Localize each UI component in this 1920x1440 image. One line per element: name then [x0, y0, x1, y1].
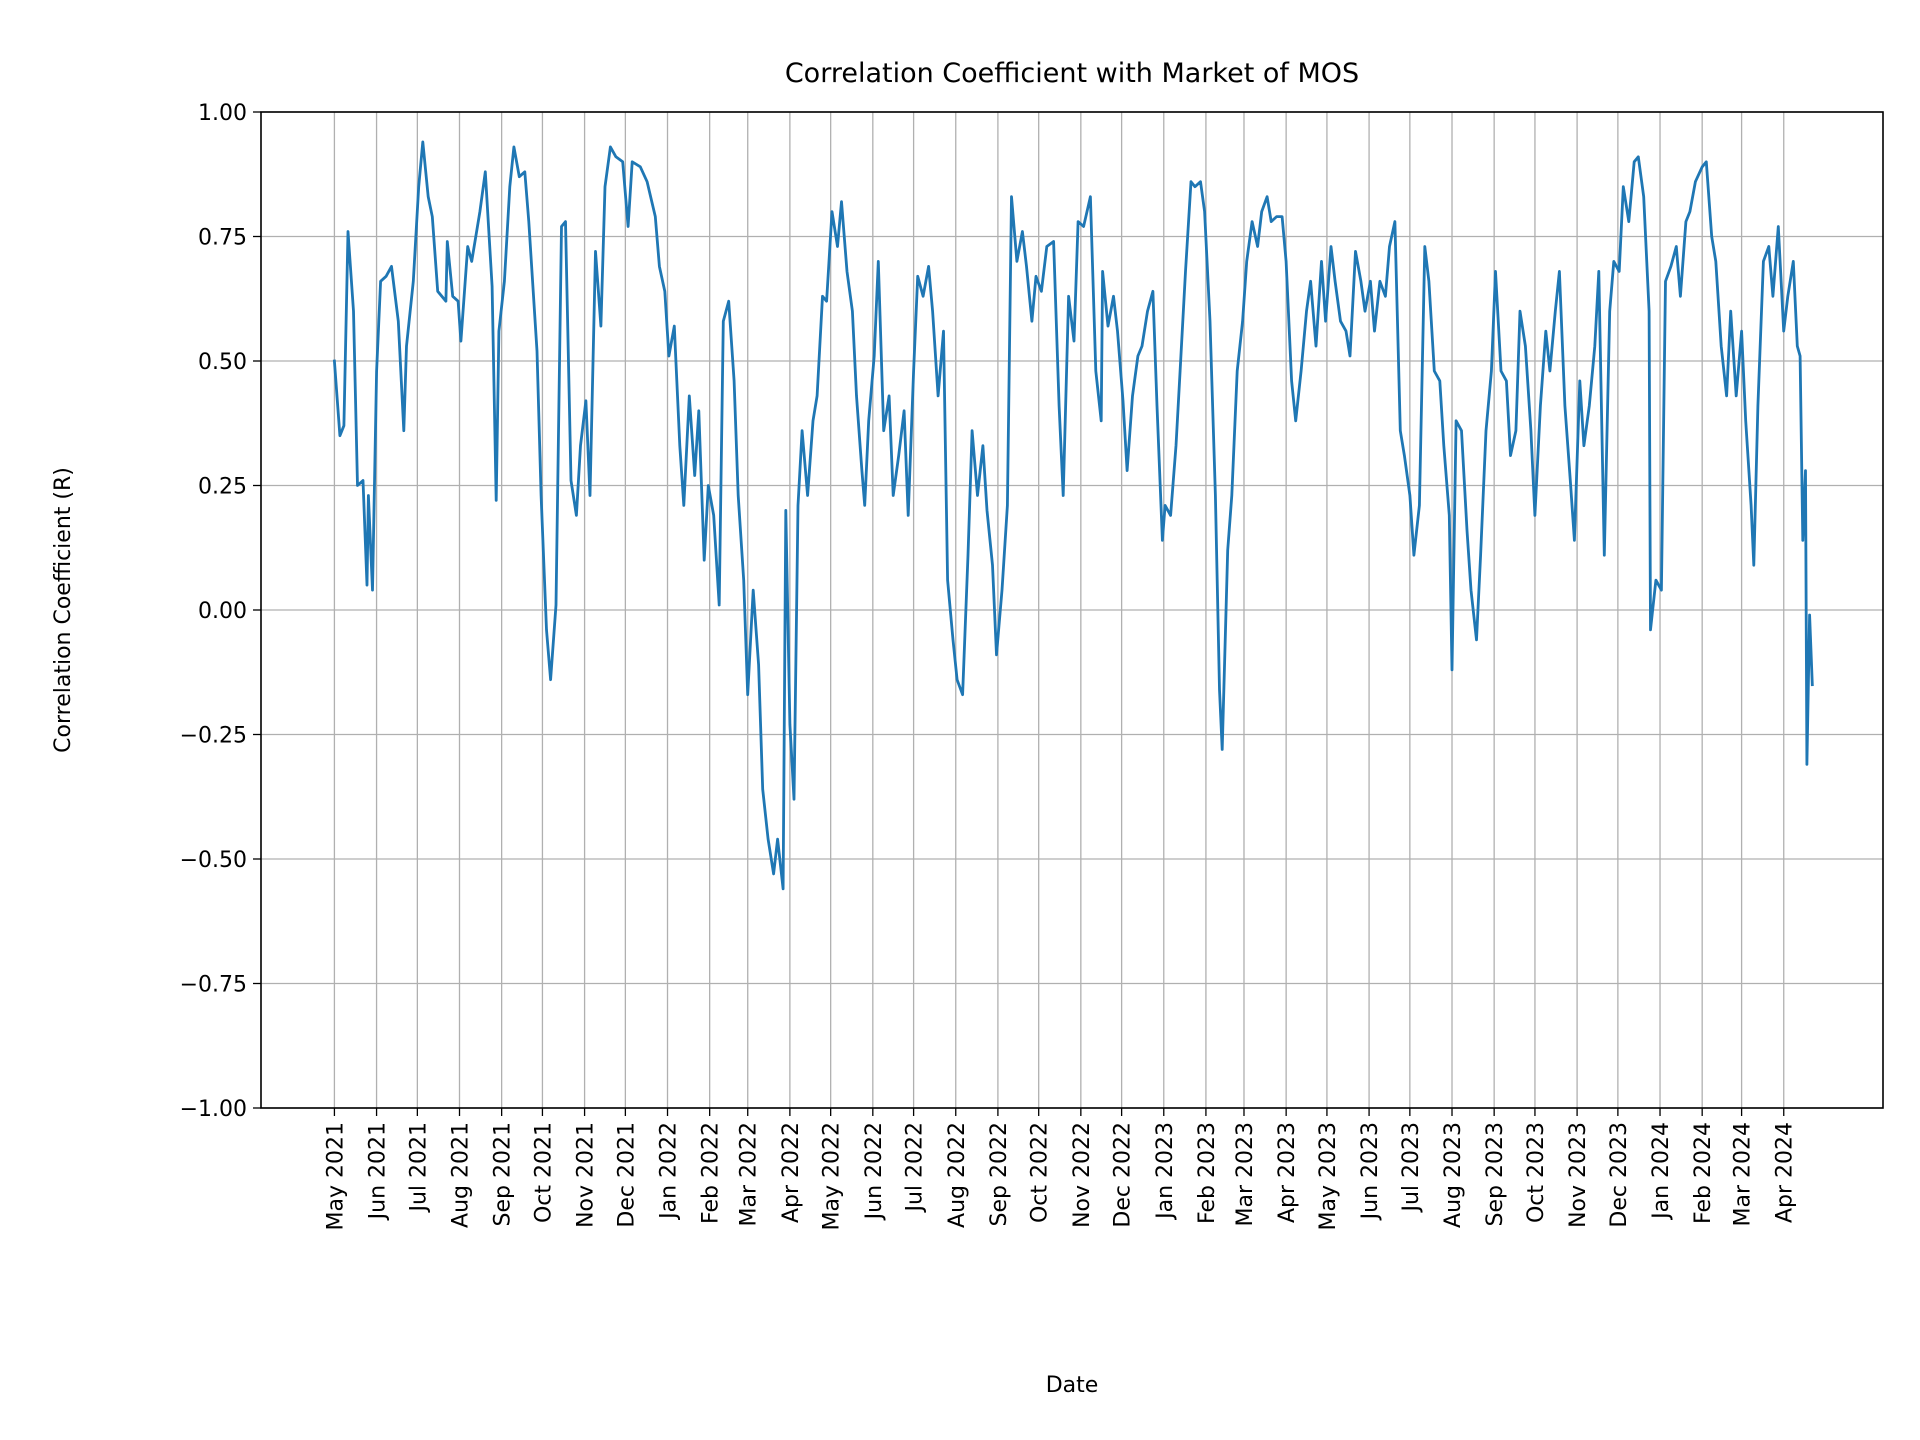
x-tick-label: Jan 2024: [1649, 1122, 1674, 1221]
x-axis-label: Date: [1046, 1373, 1099, 1398]
x-tick-label: Feb 2022: [699, 1122, 724, 1224]
x-tick-label: Apr 2022: [779, 1122, 804, 1223]
x-tick-label: Dec 2022: [1111, 1122, 1136, 1228]
x-tick-label: Aug 2022: [945, 1122, 970, 1228]
x-tick-label: Jun 2022: [862, 1122, 887, 1221]
x-tick-label: Nov 2021: [574, 1122, 599, 1228]
x-tick-label: May 2022: [820, 1122, 845, 1230]
x-tick-label: May 2021: [323, 1122, 348, 1230]
x-tick-label: Mar 2024: [1731, 1122, 1756, 1227]
x-axis-ticks: May 2021 Jun 2021 Jul 2021 Aug 2021 Sep 2021…: [323, 1108, 1798, 1230]
x-tick-label: Nov 2023: [1566, 1122, 1591, 1228]
x-tick-label: Jan 2022: [657, 1122, 682, 1221]
y-axis-label: Correlation Coefficient (R): [51, 467, 76, 753]
y-tick-label: −0.75: [180, 973, 247, 998]
x-tick-label: Sep 2023: [1483, 1122, 1508, 1226]
x-tick-label: Nov 2022: [1070, 1122, 1095, 1228]
y-tick-label: 1.00: [198, 101, 247, 126]
y-tick-label: 0.50: [198, 350, 247, 375]
x-tick-label: Jul 2022: [903, 1122, 928, 1214]
x-tick-label: Jul 2021: [406, 1122, 431, 1214]
y-tick-label: −0.50: [180, 848, 247, 873]
series-group: [332, 140, 1814, 891]
x-tick-label: Apr 2024: [1773, 1122, 1798, 1223]
x-tick-label: Sep 2021: [491, 1122, 516, 1226]
x-tick-label: Apr 2023: [1275, 1122, 1300, 1223]
correlation-series-line: [332, 140, 1814, 891]
y-tick-label: 0.75: [198, 226, 247, 251]
x-tick-label: Jun 2021: [366, 1122, 391, 1221]
x-tick-label: Jun 2023: [1358, 1122, 1383, 1221]
x-tick-label: Feb 2023: [1195, 1122, 1220, 1224]
x-tick-label: Oct 2023: [1524, 1122, 1549, 1223]
x-tick-label: Dec 2023: [1607, 1122, 1632, 1228]
chart-title: Correlation Coefficient with Market of M…: [785, 58, 1359, 89]
x-tick-label: Aug 2023: [1441, 1122, 1466, 1228]
x-tick-label: Jan 2023: [1153, 1122, 1178, 1221]
x-tick-label: Oct 2021: [531, 1122, 556, 1223]
x-tick-label: Jul 2023: [1399, 1122, 1424, 1214]
x-tick-label: Oct 2022: [1028, 1122, 1053, 1223]
x-tick-label: Dec 2021: [614, 1122, 639, 1228]
x-tick-label: Aug 2021: [449, 1122, 474, 1228]
y-tick-label: 0.00: [198, 599, 247, 624]
x-tick-label: Mar 2022: [737, 1122, 762, 1227]
x-tick-label: Mar 2023: [1233, 1122, 1258, 1227]
y-tick-label: −0.25: [180, 724, 247, 749]
x-tick-label: Sep 2022: [987, 1122, 1012, 1226]
y-axis-ticks: −1.00 −0.75 −0.50 −0.25 0.00 0.25 0.50 0.75 1.00: [180, 101, 261, 1122]
y-tick-label: −1.00: [180, 1097, 247, 1122]
x-tick-label: Feb 2024: [1691, 1122, 1716, 1224]
x-tick-label: May 2023: [1316, 1122, 1341, 1230]
y-tick-label: 0.25: [198, 475, 247, 500]
